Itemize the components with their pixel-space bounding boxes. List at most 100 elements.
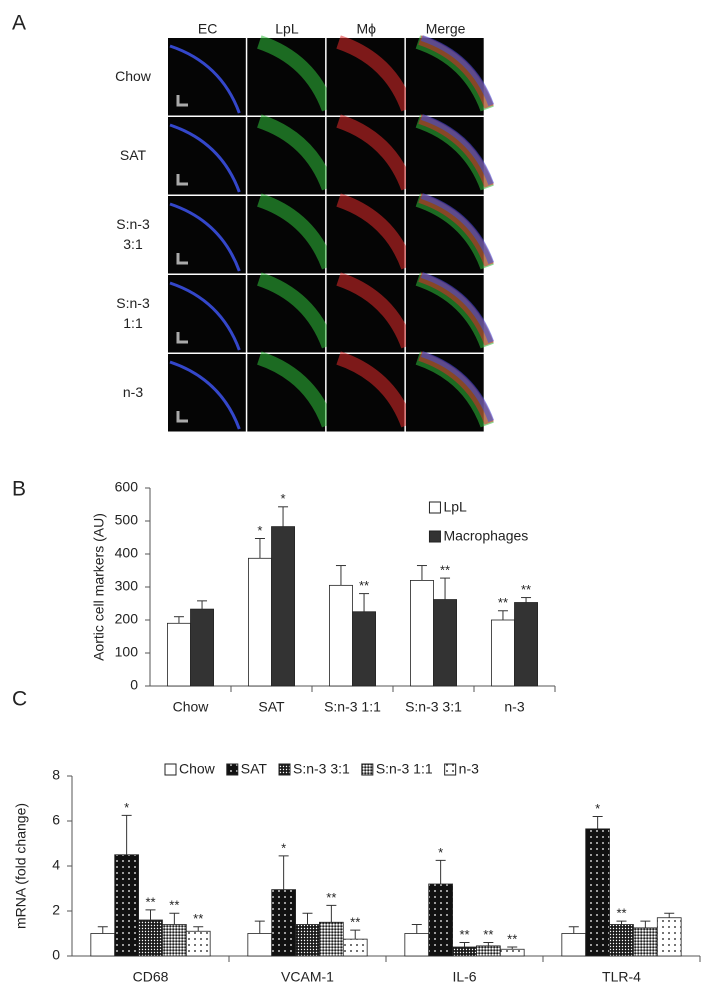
error-bar [173,616,184,624]
row-label: S:n-3 [116,295,150,311]
significance: ** [483,927,493,942]
y-tick-label: 300 [115,578,139,594]
error-bar [507,946,518,950]
legend-label: n-3 [459,761,479,777]
column-header: Merge [426,21,466,37]
bar [452,946,477,957]
significance: ** [521,582,531,597]
tissue [256,193,336,270]
error-bar [350,929,361,940]
y-tick-label: 2 [52,902,60,918]
legend-label: Chow [179,761,216,777]
significance: ** [326,890,336,905]
column-header: Mϕ [356,21,376,37]
legend-label: LpL [443,499,467,515]
tissue [420,114,495,186]
y-tick-label: 100 [115,644,139,660]
scale-bar [176,411,188,423]
tissue [420,193,495,265]
scale-bar [176,332,188,344]
bar [476,945,501,957]
error-bar [616,920,627,925]
x-tick-label: n-3 [504,699,524,715]
bar [609,924,634,957]
y-axis-title: Aortic cell markers (AU) [91,513,107,661]
x-tick-label: SAT [258,699,285,715]
y-tick-label: 8 [52,767,60,783]
legend-swatch [164,763,177,776]
x-tick-label: IL-6 [452,969,476,985]
row-label: SAT [120,147,147,163]
tissue [169,44,241,114]
error-bar [197,600,208,610]
bar [404,933,430,957]
bar [248,557,272,687]
scale-bar [176,174,188,186]
bar [633,927,658,957]
y-axis-title: mRNA (fold change) [13,803,29,929]
y-tick-label: 6 [52,812,60,828]
y-tick-label: 0 [52,947,60,963]
error-bar [592,816,603,829]
y-tick-label: 200 [115,611,139,627]
error-bar [278,506,289,527]
error-bar [254,537,265,559]
tissue [336,114,415,191]
error-bar [359,593,370,612]
bar [491,619,515,687]
x-tick-label: VCAM-1 [281,969,334,985]
x-tick-label: TLR-4 [602,969,641,985]
y-tick-label: 0 [130,677,138,693]
tissue [336,272,415,349]
scale-bar [176,253,188,265]
bar [271,526,295,687]
error-bar [497,610,508,620]
significance: ** [459,927,469,942]
y-tick-label: 500 [115,512,139,528]
legend-swatch [361,763,374,776]
bar [428,883,453,957]
bar [114,854,139,957]
panel-label: B [12,478,26,501]
error-bar [640,920,651,928]
bar [329,584,353,687]
error-bar [664,912,675,918]
row-label: 1:1 [123,315,143,331]
error-bar [435,859,446,884]
panel-label: C [12,688,27,711]
tissue [169,281,241,351]
row-label: S:n-3 [116,216,150,232]
x-tick-label: Chow [173,699,210,715]
bar [585,828,610,957]
y-tick-label: 400 [115,545,139,561]
tissue [420,35,495,107]
significance: ** [616,906,626,921]
legend-label: Macrophages [443,528,528,544]
bar [90,933,116,957]
error-bar [302,912,313,925]
error-bar [411,924,422,934]
significance: ** [507,931,517,946]
scale-bar [176,95,188,107]
significance: * [257,523,262,538]
error-bar [145,909,156,920]
error-bar [459,942,470,947]
column-header: LpL [275,21,299,37]
legend-swatch [278,763,291,776]
significance: * [595,801,600,816]
x-tick-label: CD68 [133,969,169,985]
bar [342,938,368,957]
bar [514,602,538,687]
bar [561,933,587,957]
legend-swatch [428,501,441,514]
tissue [169,202,241,272]
tissue [336,35,415,112]
tissue [169,360,241,430]
tissue [256,35,336,112]
bar [410,580,434,687]
bar [319,921,344,957]
error-bar [416,565,427,581]
row-label: Chow [115,68,152,84]
error-bar [169,912,180,925]
y-tick-label: 4 [52,857,60,873]
